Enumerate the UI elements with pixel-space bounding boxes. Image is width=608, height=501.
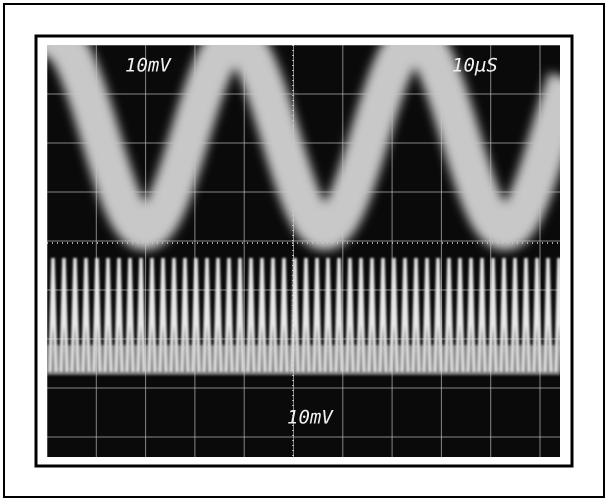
channel-2-scale: 10mV: [287, 407, 334, 429]
sine-trace: [47, 45, 560, 251]
time-scale: 10µS: [452, 55, 498, 77]
channel-1-scale: 10mV: [125, 55, 172, 77]
scope-screen: [47, 45, 560, 457]
traces: [47, 45, 560, 375]
pulse-base: [47, 345, 560, 375]
pulse-trace: [48, 257, 560, 373]
